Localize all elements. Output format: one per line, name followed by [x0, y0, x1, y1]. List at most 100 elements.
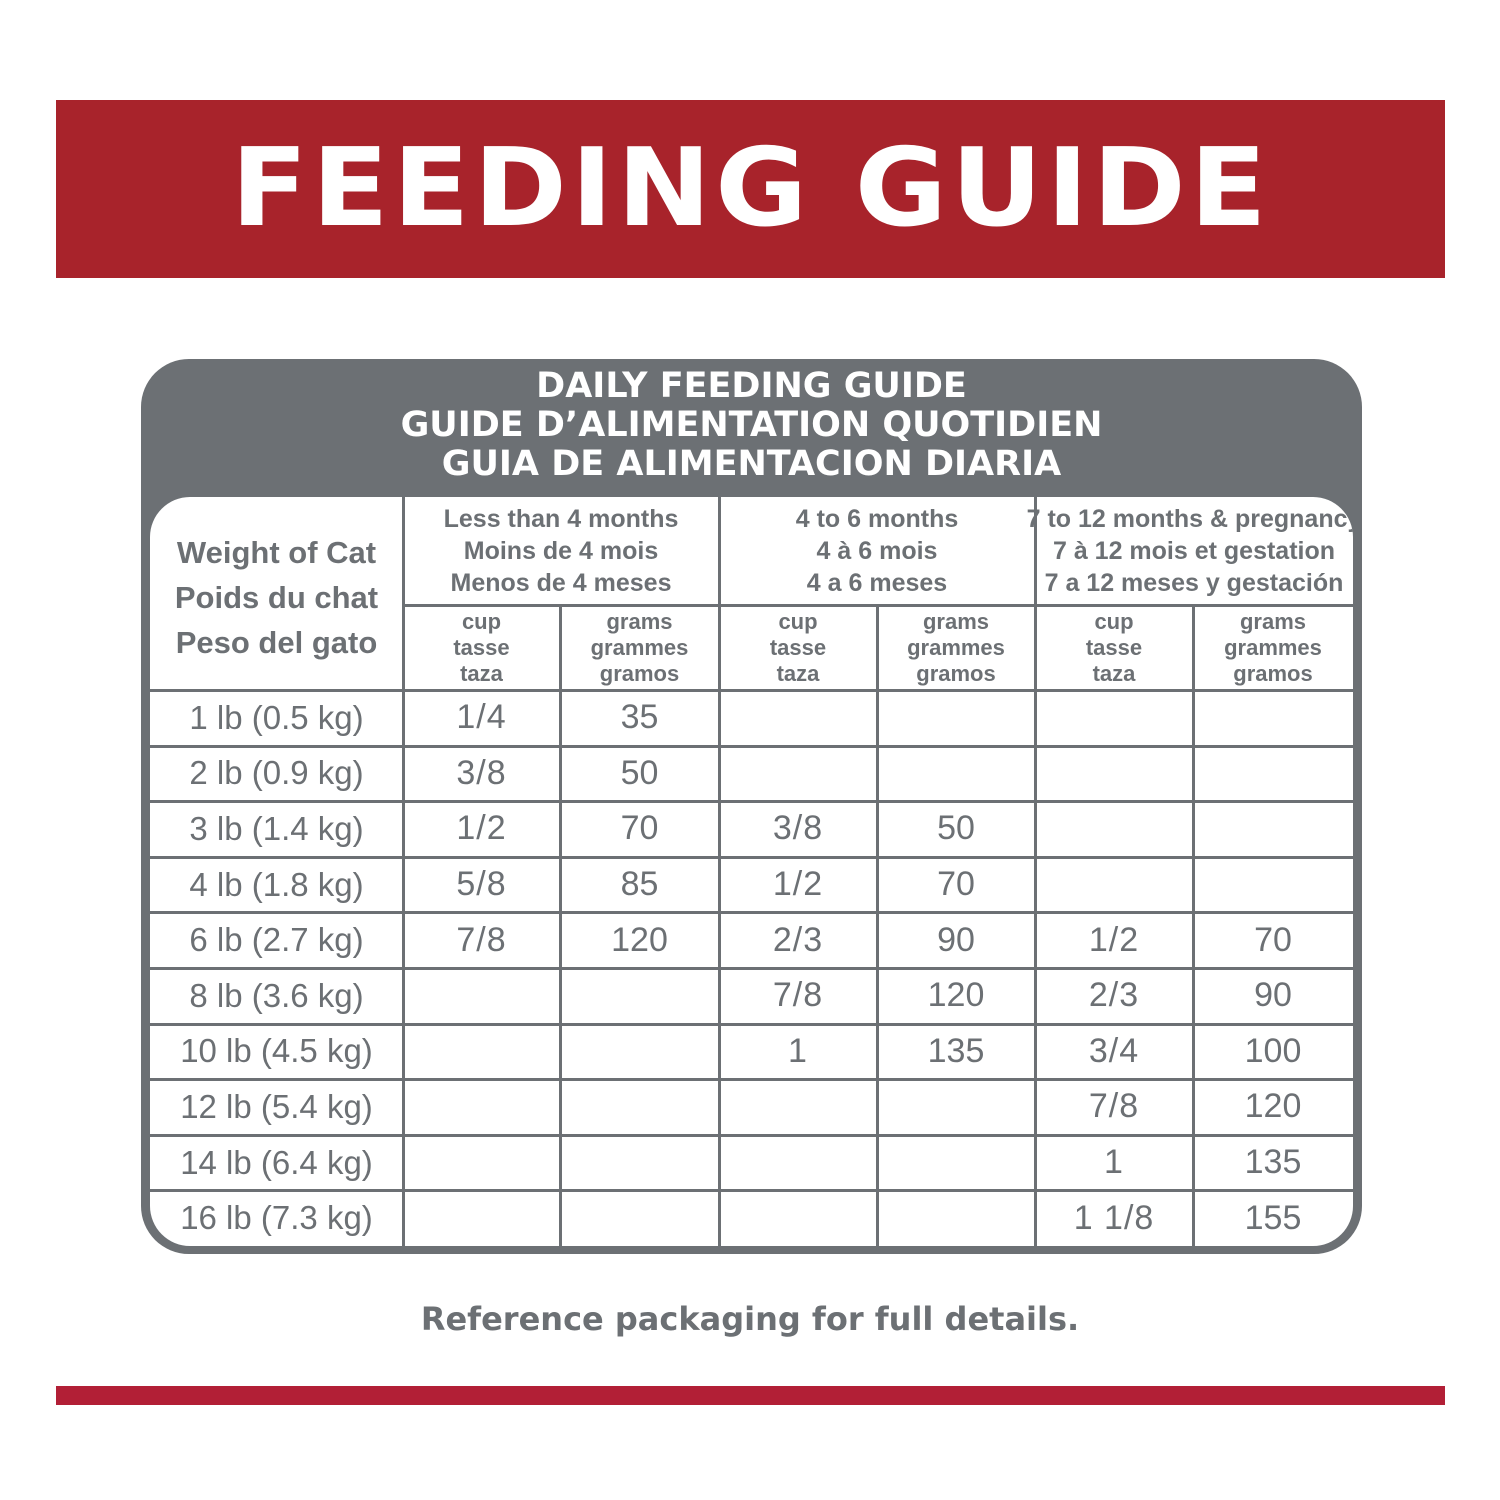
weight-cell: 1 lb (0.5 kg)	[189, 698, 364, 736]
weight-cell: 3 lb (1.4 kg)	[189, 809, 364, 847]
unit-line: gramos	[916, 660, 996, 686]
cup-amount-cell	[719, 1190, 877, 1246]
weight-cell: 4 lb (1.8 kg)	[189, 865, 364, 903]
weight-cell: 16 lb (7.3 kg)	[180, 1199, 373, 1237]
table-row-divider	[150, 1189, 1353, 1192]
table-column-divider	[559, 605, 562, 1246]
table-row-divider	[150, 689, 1353, 692]
unit-line: cup	[778, 608, 818, 634]
unit-line: tasse	[453, 634, 510, 660]
table-row-divider	[150, 745, 1353, 748]
guide-heading: DAILY FEEDING GUIDE GUIDE D’ALIMENTATION…	[141, 367, 1362, 484]
grams-amount-cell: 100	[1244, 1031, 1302, 1070]
cup-amount-cell	[1035, 801, 1193, 857]
grams-amount-cell	[560, 968, 719, 1024]
cup-amount-cell: 1/4	[456, 698, 507, 737]
footer-note: Reference packaging for full details.	[420, 1300, 1080, 1338]
unit-line: grammes	[907, 634, 1005, 660]
grams-amount-cell: 90	[1254, 976, 1292, 1015]
cup-amount-cell	[1035, 746, 1193, 802]
grams-amount-cell	[1193, 690, 1353, 746]
cup-amount-cell: 1	[1104, 1143, 1124, 1182]
age-group-header: 7 to 12 months & pregnancy 7 à 12 mois et…	[1027, 497, 1353, 605]
grams-unit-header: grams grammes gramos	[1193, 605, 1353, 690]
grams-amount-cell: 135	[1244, 1143, 1302, 1182]
cup-amount-cell: 3/4	[1088, 1031, 1140, 1070]
age-group-line: Menos de 4 meses	[450, 569, 672, 597]
bottom-accent-bar	[56, 1386, 1445, 1405]
unit-line: tasse	[769, 634, 827, 660]
grams-amount-cell	[560, 1135, 719, 1191]
grams-amount-cell: 135	[927, 1031, 985, 1070]
cup-amount-cell	[403, 1190, 560, 1246]
age-group-header: Less than 4 months Moins de 4 mois Menos d…	[403, 497, 719, 605]
grams-amount-cell	[560, 1079, 719, 1135]
cup-amount-cell: 1	[788, 1031, 808, 1070]
table-row-divider	[150, 967, 1353, 970]
grams-unit-header: grams grammes gramos	[877, 605, 1035, 690]
cup-amount-cell	[719, 1079, 877, 1135]
cup-amount-cell	[719, 690, 877, 746]
cup-amount-cell: 2/3	[772, 920, 824, 959]
weight-cell: 12 lb (5.4 kg)	[180, 1087, 373, 1125]
unit-line: taza	[1092, 660, 1136, 686]
guide-heading-en: DAILY FEEDING GUIDE	[536, 366, 967, 406]
weight-cell: 10 lb (4.5 kg)	[180, 1032, 373, 1070]
table-row-divider	[150, 856, 1353, 859]
grams-amount-cell	[1193, 857, 1353, 913]
table-column-divider	[876, 605, 879, 1246]
age-group-line: 4 to 6 months	[795, 505, 959, 533]
cup-amount-cell: 5/8	[456, 865, 507, 904]
grams-amount-cell: 70	[1254, 920, 1292, 959]
table-column-divider	[1192, 605, 1195, 1246]
unit-line: grammes	[590, 634, 689, 660]
table-row-divider	[150, 911, 1353, 914]
grams-amount-cell: 90	[937, 920, 975, 959]
table-column-divider	[718, 497, 721, 1246]
cup-amount-cell	[719, 1135, 877, 1191]
unit-line: grams	[606, 608, 673, 634]
table-row-divider	[150, 1023, 1353, 1026]
grams-amount-cell	[1193, 801, 1353, 857]
unit-line: gramos	[1233, 660, 1313, 686]
grams-amount-cell: 155	[1244, 1198, 1302, 1237]
unit-line: grammes	[1224, 634, 1322, 660]
age-group-line: Less than 4 months	[443, 505, 679, 533]
age-group-line: 4 à 6 mois	[816, 537, 938, 565]
cup-amount-cell	[403, 1024, 560, 1080]
cup-amount-cell: 7/8	[456, 920, 507, 959]
grams-amount-cell: 120	[1244, 1087, 1302, 1126]
unit-line: gramos	[599, 660, 680, 686]
age-group-header: 4 to 6 months 4 à 6 mois 4 a 6 meses	[719, 497, 1035, 605]
age-group-line: Moins de 4 mois	[463, 537, 659, 565]
grams-amount-cell	[877, 690, 1035, 746]
cup-amount-cell: 1/2	[1088, 920, 1140, 959]
feeding-table: Weight of Cat Poids du chat Peso del gato L…	[150, 497, 1353, 1246]
grams-amount-cell: 120	[927, 976, 985, 1015]
cup-amount-cell: 7/8	[772, 976, 824, 1015]
cup-amount-cell: 3/8	[772, 809, 824, 848]
grams-unit-header: grams grammes gramos	[560, 605, 719, 690]
weight-cell: 2 lb (0.9 kg)	[189, 754, 364, 792]
unit-line: taza	[460, 660, 503, 686]
grams-amount-cell: 120	[611, 920, 668, 959]
cup-amount-cell: 1 1/8	[1073, 1198, 1155, 1237]
table-column-divider	[402, 497, 405, 1246]
cup-amount-cell	[403, 1135, 560, 1191]
grams-amount-cell: 50	[937, 809, 975, 848]
grams-amount-cell	[877, 1135, 1035, 1191]
grams-amount-cell	[877, 1079, 1035, 1135]
grams-amount-cell: 35	[620, 698, 659, 737]
age-group-line: 4 a 6 meses	[806, 569, 948, 597]
cup-unit-header: cup tasse taza	[1035, 605, 1193, 690]
weight-cell: 14 lb (6.4 kg)	[180, 1143, 373, 1181]
weight-header-line: Peso del gato	[175, 625, 378, 660]
table-column-divider	[1034, 497, 1037, 1246]
grams-amount-cell	[877, 746, 1035, 802]
guide-heading-es: GUIA DE ALIMENTACION DIARIA	[441, 444, 1062, 484]
cup-amount-cell: 1/2	[772, 865, 824, 904]
unit-line: cup	[461, 608, 502, 634]
grams-amount-cell	[1193, 746, 1353, 802]
grams-amount-cell	[877, 1190, 1035, 1246]
unit-line: grams	[1239, 608, 1307, 634]
